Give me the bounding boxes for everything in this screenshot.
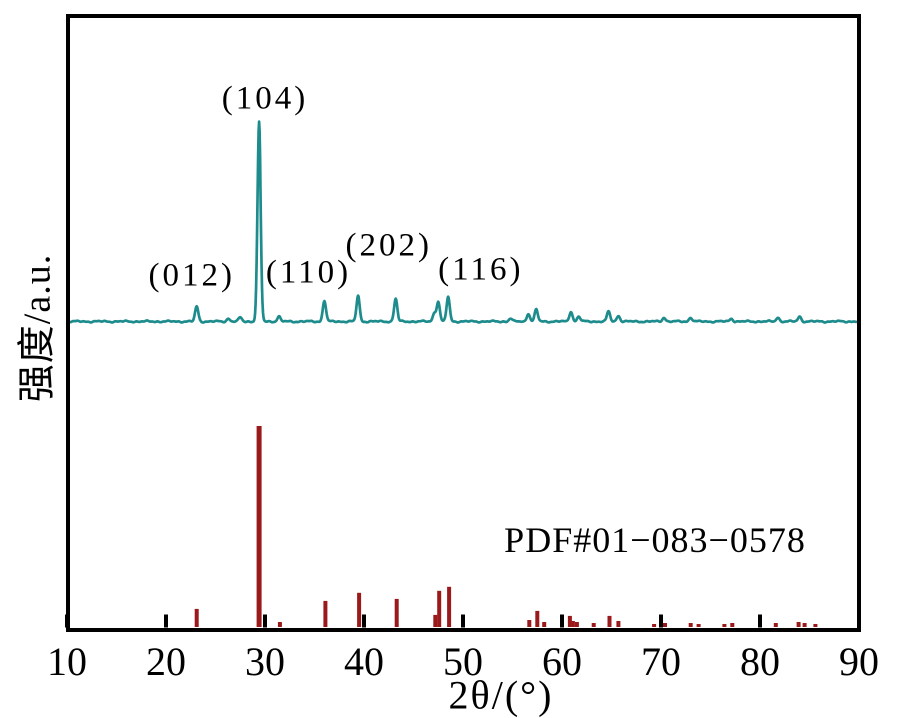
x-tick-label: 60 xyxy=(542,639,582,684)
reference-peak-bar xyxy=(796,622,801,627)
reference-peak-bar xyxy=(437,590,442,627)
reference-peak-bar xyxy=(323,600,328,627)
reference-peak-bar xyxy=(433,614,438,627)
x-axis-tick xyxy=(659,614,663,628)
x-axis-tick xyxy=(560,614,564,628)
reference-peak-bar xyxy=(277,622,282,627)
reference-peak-bar xyxy=(663,623,667,627)
y-axis-label: 强度/a.u. xyxy=(16,253,59,403)
x-axis-tick xyxy=(263,614,267,628)
reference-peak-bar xyxy=(802,623,807,627)
x-axis-tick xyxy=(362,614,366,628)
x-axis-tick xyxy=(857,614,861,628)
reference-peak-bar xyxy=(722,624,727,627)
reference-peak-bar xyxy=(574,622,579,627)
peak-hkl-label: (116) xyxy=(438,251,524,288)
x-axis-label: 2θ/(°) xyxy=(448,672,554,718)
x-axis-tick xyxy=(461,614,465,628)
reference-peak-bar xyxy=(607,615,612,627)
reference-peak-bar xyxy=(696,624,701,627)
reference-peak-bar xyxy=(773,623,778,627)
reference-peak-bar xyxy=(357,592,362,627)
reference-peak-bar xyxy=(616,621,621,627)
x-tick-label: 40 xyxy=(344,639,384,684)
reference-peak-bar xyxy=(194,608,199,627)
x-tick-label: 10 xyxy=(47,639,87,684)
reference-peak-bar xyxy=(542,622,547,627)
peak-hkl-label: (202) xyxy=(345,227,432,264)
x-axis-tick xyxy=(65,614,69,628)
reference-peak-bar xyxy=(591,623,596,627)
reference-peak-bar xyxy=(688,623,693,627)
sample-xrd-curve xyxy=(66,120,858,324)
peak-hkl-label: (012) xyxy=(148,257,235,294)
reference-peak-bar xyxy=(813,624,818,627)
x-tick-label: 50 xyxy=(443,639,483,684)
x-tick-label: 30 xyxy=(245,639,285,684)
reference-peak-bar xyxy=(730,623,735,627)
x-tick-label: 90 xyxy=(839,639,879,684)
x-tick-label: 20 xyxy=(146,639,186,684)
reference-peak-bar xyxy=(535,610,540,627)
x-tick-label: 80 xyxy=(740,639,780,684)
x-axis-tick xyxy=(164,614,168,628)
reference-pdf-label: PDF#01−083−0578 xyxy=(504,520,806,560)
reference-peak-bar xyxy=(256,426,262,627)
reference-peak-bar xyxy=(527,620,532,627)
x-axis-tick xyxy=(758,614,762,628)
peak-hkl-label: (110) xyxy=(265,254,352,291)
reference-peak-bar xyxy=(652,624,657,627)
reference-peak-bar xyxy=(567,615,572,627)
reference-peak-bar xyxy=(447,586,452,627)
x-tick-label: 70 xyxy=(641,639,681,684)
peak-hkl-label: (104) xyxy=(221,80,309,117)
reference-peak-bar xyxy=(394,598,399,627)
reference-peak-bar xyxy=(570,621,575,627)
